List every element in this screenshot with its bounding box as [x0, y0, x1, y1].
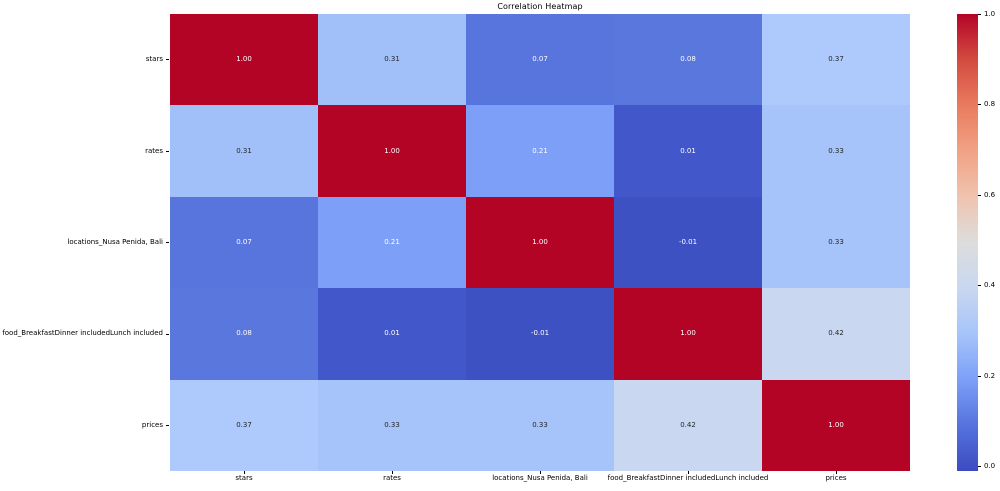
y-tick — [166, 59, 169, 60]
y-tick — [166, 425, 169, 426]
x-tick — [836, 471, 837, 474]
heatmap-cell: 1.00 — [318, 105, 466, 197]
heatmap-cell: 0.42 — [762, 288, 910, 380]
y-axis-label: rates — [145, 147, 163, 155]
y-tick — [166, 151, 169, 152]
colorbar-tick — [978, 376, 981, 377]
y-axis-label: prices — [141, 421, 163, 429]
x-axis-label: food_BreakfastDinner includedLunch inclu… — [607, 474, 769, 482]
heatmap-cell: 0.33 — [466, 379, 614, 471]
y-tick — [166, 334, 169, 335]
heatmap-cell: 1.00 — [466, 196, 614, 289]
heatmap-cell: 0.08 — [614, 14, 762, 106]
heatmap-cell: 0.07 — [466, 14, 614, 106]
heatmap-cell: 0.37 — [762, 14, 910, 106]
heatmap-cell: 0.33 — [762, 105, 910, 197]
heatmap-cell: 1.00 — [614, 288, 762, 380]
heatmap-cell: 0.01 — [614, 105, 762, 197]
y-axis-label: food_BreakfastDinner includedLunch inclu… — [2, 329, 163, 337]
y-tick — [166, 242, 169, 243]
y-axis-label: stars — [145, 55, 163, 63]
heatmap-cell: 0.31 — [170, 105, 318, 197]
heatmap-cell: 1.00 — [170, 14, 318, 106]
colorbar-label: 0.6 — [984, 191, 996, 199]
colorbar-tick — [978, 285, 981, 286]
y-axis-label: locations_Nusa Penida, Bali — [67, 238, 163, 246]
heatmap-cell: 0.21 — [318, 196, 466, 289]
chart-title: Correlation Heatmap — [497, 2, 583, 11]
x-axis-label: locations_Nusa Penida, Bali — [492, 474, 588, 482]
x-tick — [244, 471, 245, 474]
heatmap-grid: 1.00 0.31 0.07 0.08 0.37 0.31 1.00 0.21 … — [170, 14, 910, 471]
x-tick — [392, 471, 393, 474]
colorbar-tick — [978, 104, 981, 105]
colorbar-label: 1.0 — [984, 10, 996, 18]
heatmap-cell: 0.08 — [170, 288, 318, 380]
x-axis-label: prices — [825, 474, 847, 482]
heatmap-cell: 0.42 — [614, 379, 762, 471]
heatmap-cell: -0.01 — [466, 288, 614, 380]
heatmap-cell: 0.01 — [318, 288, 466, 380]
heatmap-cell: -0.01 — [614, 196, 762, 289]
colorbar-tick — [978, 466, 981, 467]
heatmap-cell: 0.07 — [170, 196, 318, 289]
x-axis-label: stars — [235, 474, 253, 482]
heatmap-cell: 0.21 — [466, 105, 614, 197]
heatmap-cell: 0.31 — [318, 14, 466, 106]
colorbar-label: 0.4 — [984, 281, 996, 289]
x-tick — [540, 471, 541, 474]
colorbar-tick — [978, 195, 981, 196]
heatmap-cell: 0.33 — [318, 379, 466, 471]
x-tick — [688, 471, 689, 474]
x-axis-label: rates — [383, 474, 401, 482]
colorbar-tick — [978, 14, 981, 15]
colorbar-label: 0.2 — [984, 372, 996, 380]
heatmap-cell: 0.37 — [170, 379, 318, 471]
heatmap-cell: 0.33 — [762, 196, 910, 289]
colorbar-label: 0.8 — [984, 100, 996, 108]
colorbar-label: 0.0 — [984, 462, 996, 470]
colorbar — [957, 14, 978, 471]
heatmap-cell: 1.00 — [762, 379, 910, 471]
